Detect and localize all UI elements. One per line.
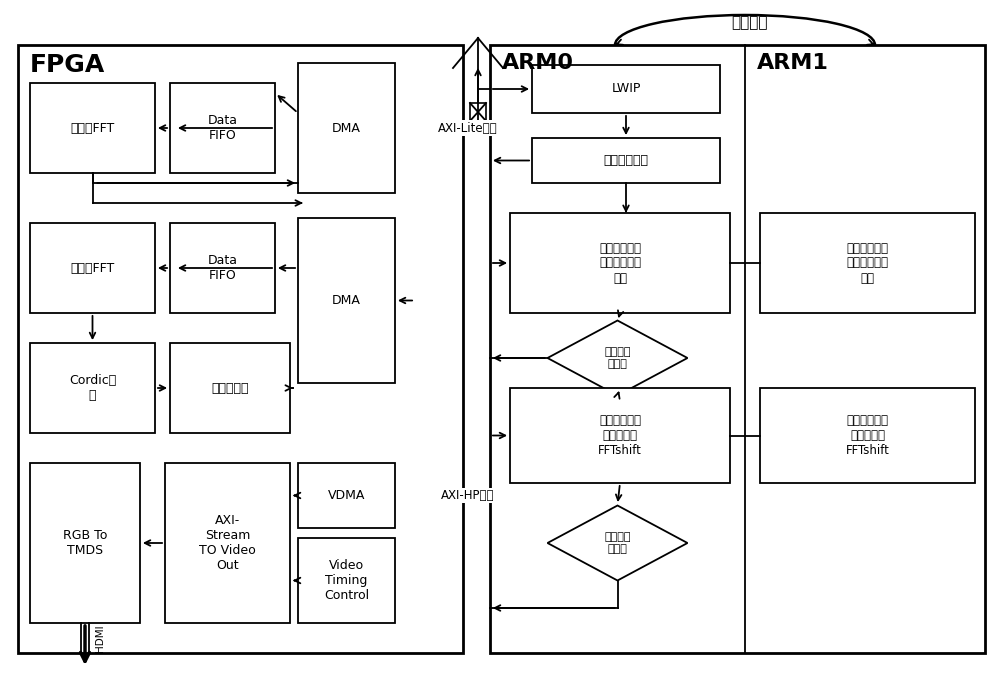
Text: 前一半数据的
转置及幅値归
一化: 前一半数据的 转置及幅値归 一化 [599, 242, 641, 285]
Text: 两部分操
作完成: 两部分操 作完成 [604, 347, 631, 369]
Text: 共享内存: 共享内存 [732, 16, 768, 31]
FancyBboxPatch shape [30, 223, 155, 313]
FancyBboxPatch shape [165, 463, 290, 623]
Text: DMA: DMA [332, 122, 361, 135]
Text: 后一半数据的
转置及二维
FFTshift: 后一半数据的 转置及二维 FFTshift [846, 414, 889, 457]
FancyBboxPatch shape [18, 45, 463, 653]
Text: Cordic取
模: Cordic取 模 [69, 374, 116, 402]
FancyBboxPatch shape [170, 343, 290, 433]
Text: DMA: DMA [332, 294, 361, 307]
Text: VDMA: VDMA [328, 489, 365, 502]
Text: 前一半数据的
转置及二维
FFTshift: 前一半数据的 转置及二维 FFTshift [598, 414, 642, 457]
FancyBboxPatch shape [510, 388, 730, 483]
Text: LWIP: LWIP [611, 83, 641, 96]
Text: ARM0: ARM0 [502, 53, 574, 73]
Polygon shape [548, 505, 688, 581]
FancyBboxPatch shape [298, 218, 395, 383]
FancyBboxPatch shape [760, 213, 975, 313]
Text: AXI-Lite端口: AXI-Lite端口 [438, 122, 497, 135]
FancyBboxPatch shape [298, 63, 395, 193]
Polygon shape [548, 320, 688, 395]
Text: 方位向FFT: 方位向FFT [70, 262, 115, 275]
FancyBboxPatch shape [490, 45, 985, 653]
FancyBboxPatch shape [532, 65, 720, 113]
Text: FPGA: FPGA [30, 53, 105, 77]
FancyBboxPatch shape [470, 103, 486, 121]
FancyBboxPatch shape [30, 83, 155, 173]
FancyBboxPatch shape [532, 138, 720, 183]
FancyBboxPatch shape [298, 538, 395, 623]
Text: HDMI: HDMI [95, 624, 105, 652]
Text: RGB To
TMDS: RGB To TMDS [63, 529, 107, 557]
Text: AXI-
Stream
TO Video
Out: AXI- Stream TO Video Out [199, 514, 256, 572]
Text: 伪彩色生成: 伪彩色生成 [211, 382, 249, 395]
Text: 距离向FFT: 距离向FFT [70, 122, 115, 135]
FancyBboxPatch shape [30, 343, 155, 433]
Text: 后一半数据的
转置及幅値归
一化: 后一半数据的 转置及幅値归 一化 [846, 242, 889, 285]
Text: 两部分操
作完成: 两部分操 作完成 [604, 532, 631, 554]
FancyBboxPatch shape [760, 388, 975, 483]
Text: Data
FIFO: Data FIFO [208, 254, 238, 282]
Text: Video
Timing
Control: Video Timing Control [324, 559, 369, 602]
FancyBboxPatch shape [170, 83, 275, 173]
FancyBboxPatch shape [170, 223, 275, 313]
Text: ARM1: ARM1 [757, 53, 829, 73]
Text: 插値矩阵映射: 插値矩阵映射 [604, 154, 648, 167]
Text: Data
FIFO: Data FIFO [208, 114, 238, 142]
FancyBboxPatch shape [30, 463, 140, 623]
FancyBboxPatch shape [298, 463, 395, 528]
FancyBboxPatch shape [510, 213, 730, 313]
Text: AXI-HP端口: AXI-HP端口 [441, 489, 494, 502]
